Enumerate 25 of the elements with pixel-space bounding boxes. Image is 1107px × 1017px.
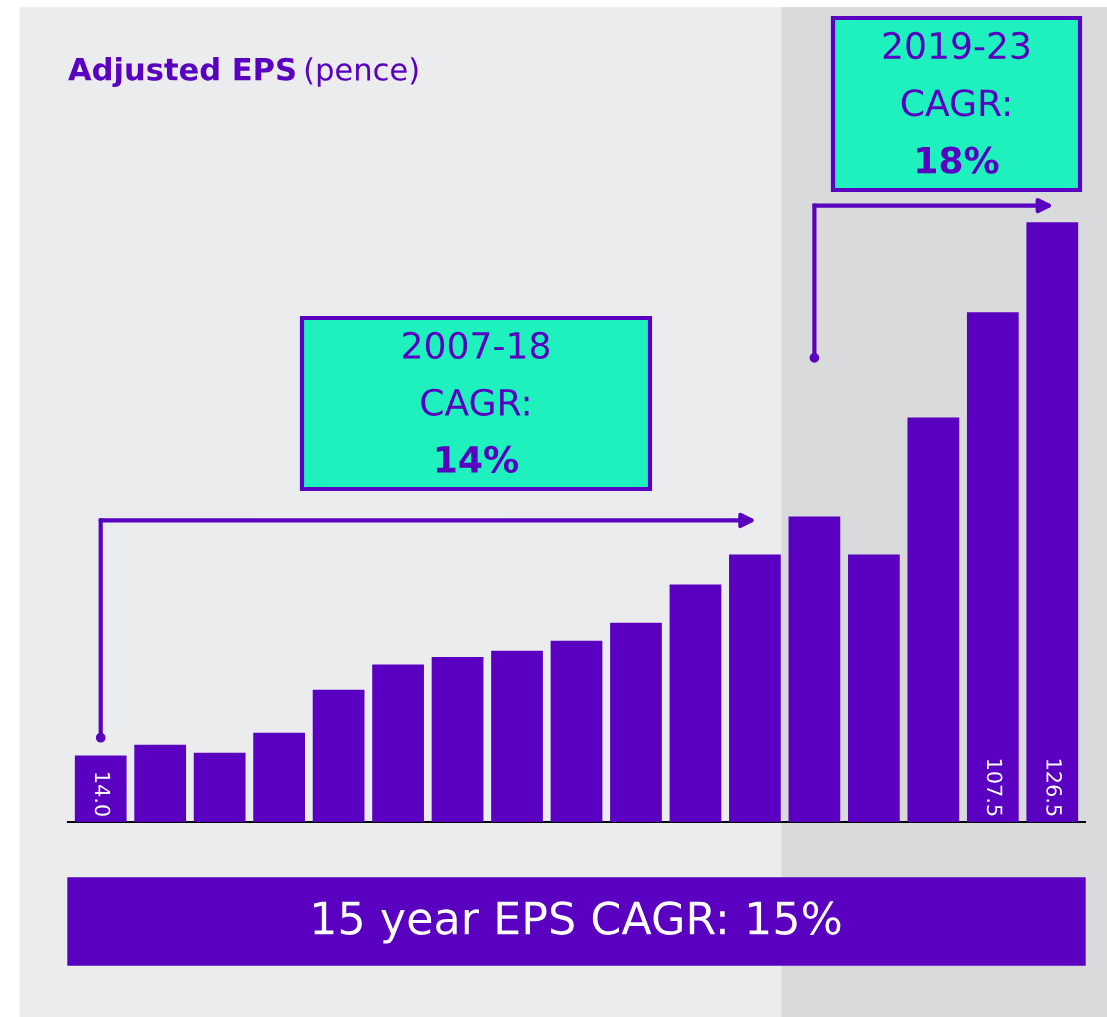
data-label: 126.5 (1046, 759, 1062, 816)
annotation: 2007-18 CAGR: 14% (403, 331, 549, 473)
bar (669, 584, 722, 822)
text: 15 year EPS CAGR: 15% (314, 901, 841, 944)
bar (372, 664, 424, 822)
bar (729, 554, 781, 822)
bar (134, 744, 187, 822)
bar (491, 650, 543, 822)
text: 2019-23 CAGR: 18% (883, 31, 1030, 174)
bar (312, 689, 365, 822)
data-label: 14.0 (94, 773, 111, 816)
chart-title: Adjusted EPS (68, 57, 295, 87)
data-label: 107.5 (986, 759, 1003, 816)
bar (610, 622, 662, 822)
bar (907, 417, 960, 822)
bar (193, 752, 246, 822)
bar (74, 755, 127, 822)
bar (1026, 222, 1079, 822)
bar (431, 656, 484, 822)
bar (788, 516, 841, 822)
bar (550, 640, 603, 822)
bar (253, 732, 305, 822)
chart-subtitle: (pence) (305, 57, 418, 87)
bar (848, 554, 900, 822)
bar (966, 312, 1019, 822)
